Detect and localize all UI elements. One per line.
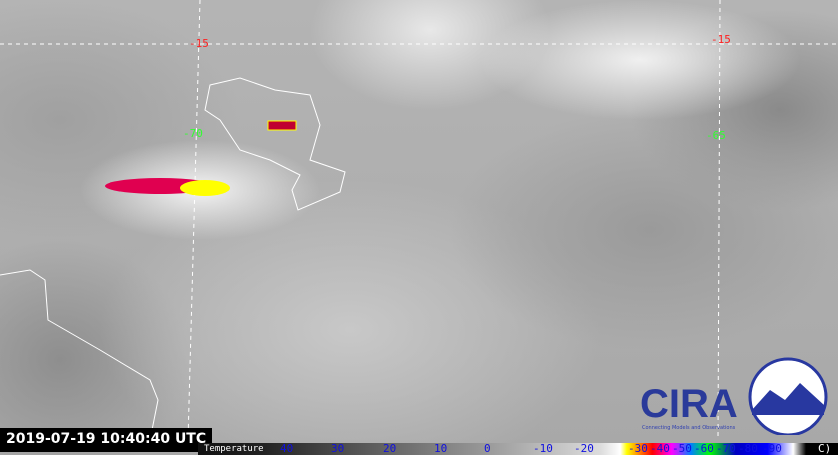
colorbar-tick: 0 [484,442,491,455]
colorbar-tick: -10 [533,442,553,455]
temperature-colorbar: Temperature 40 30 20 10 0 -10 -20 -30 -4… [198,442,838,455]
timestamp: 2019-07-19 10:40:40 UTC [0,428,213,452]
cold-cloud-edge [180,180,230,196]
colorbar-tick: 10 [434,442,448,455]
lon-label-left: -70 [183,127,203,140]
colorbar-tick: -50 [672,442,692,455]
colorbar-tick: -70 [716,442,736,455]
lake-border [204,77,346,211]
lon-label-right: -65 [706,129,726,142]
colorbar-unit: C) [818,442,832,455]
cold-cloud-small [267,120,297,131]
colorbar-tick: -30 [628,442,648,455]
colorbar-tick: 40 [280,442,294,455]
colorbar-tick: 20 [383,442,397,455]
longitude-line-right [717,0,721,441]
longitude-line-left [187,0,201,441]
colorbar-tick: -90 [762,442,782,455]
cira-tagline: Connecting Models and Observations [642,425,736,431]
rammb-text: RAMMB [768,419,811,430]
lat-label-left: -15 [189,37,209,50]
colorbar-tick: -80 [738,442,758,455]
colorbar-title: Temperature [204,444,264,454]
country-border [0,269,159,441]
logos: CIRA Connecting Models and Observations … [640,355,838,439]
cira-logo: CIRA [640,382,738,426]
lat-label-right: -15 [711,33,731,46]
colorbar-tick: -60 [694,442,714,455]
colorbar-tick: -20 [574,442,594,455]
colorbar-tick: 30 [331,442,345,455]
colorbar-tick: -40 [650,442,670,455]
